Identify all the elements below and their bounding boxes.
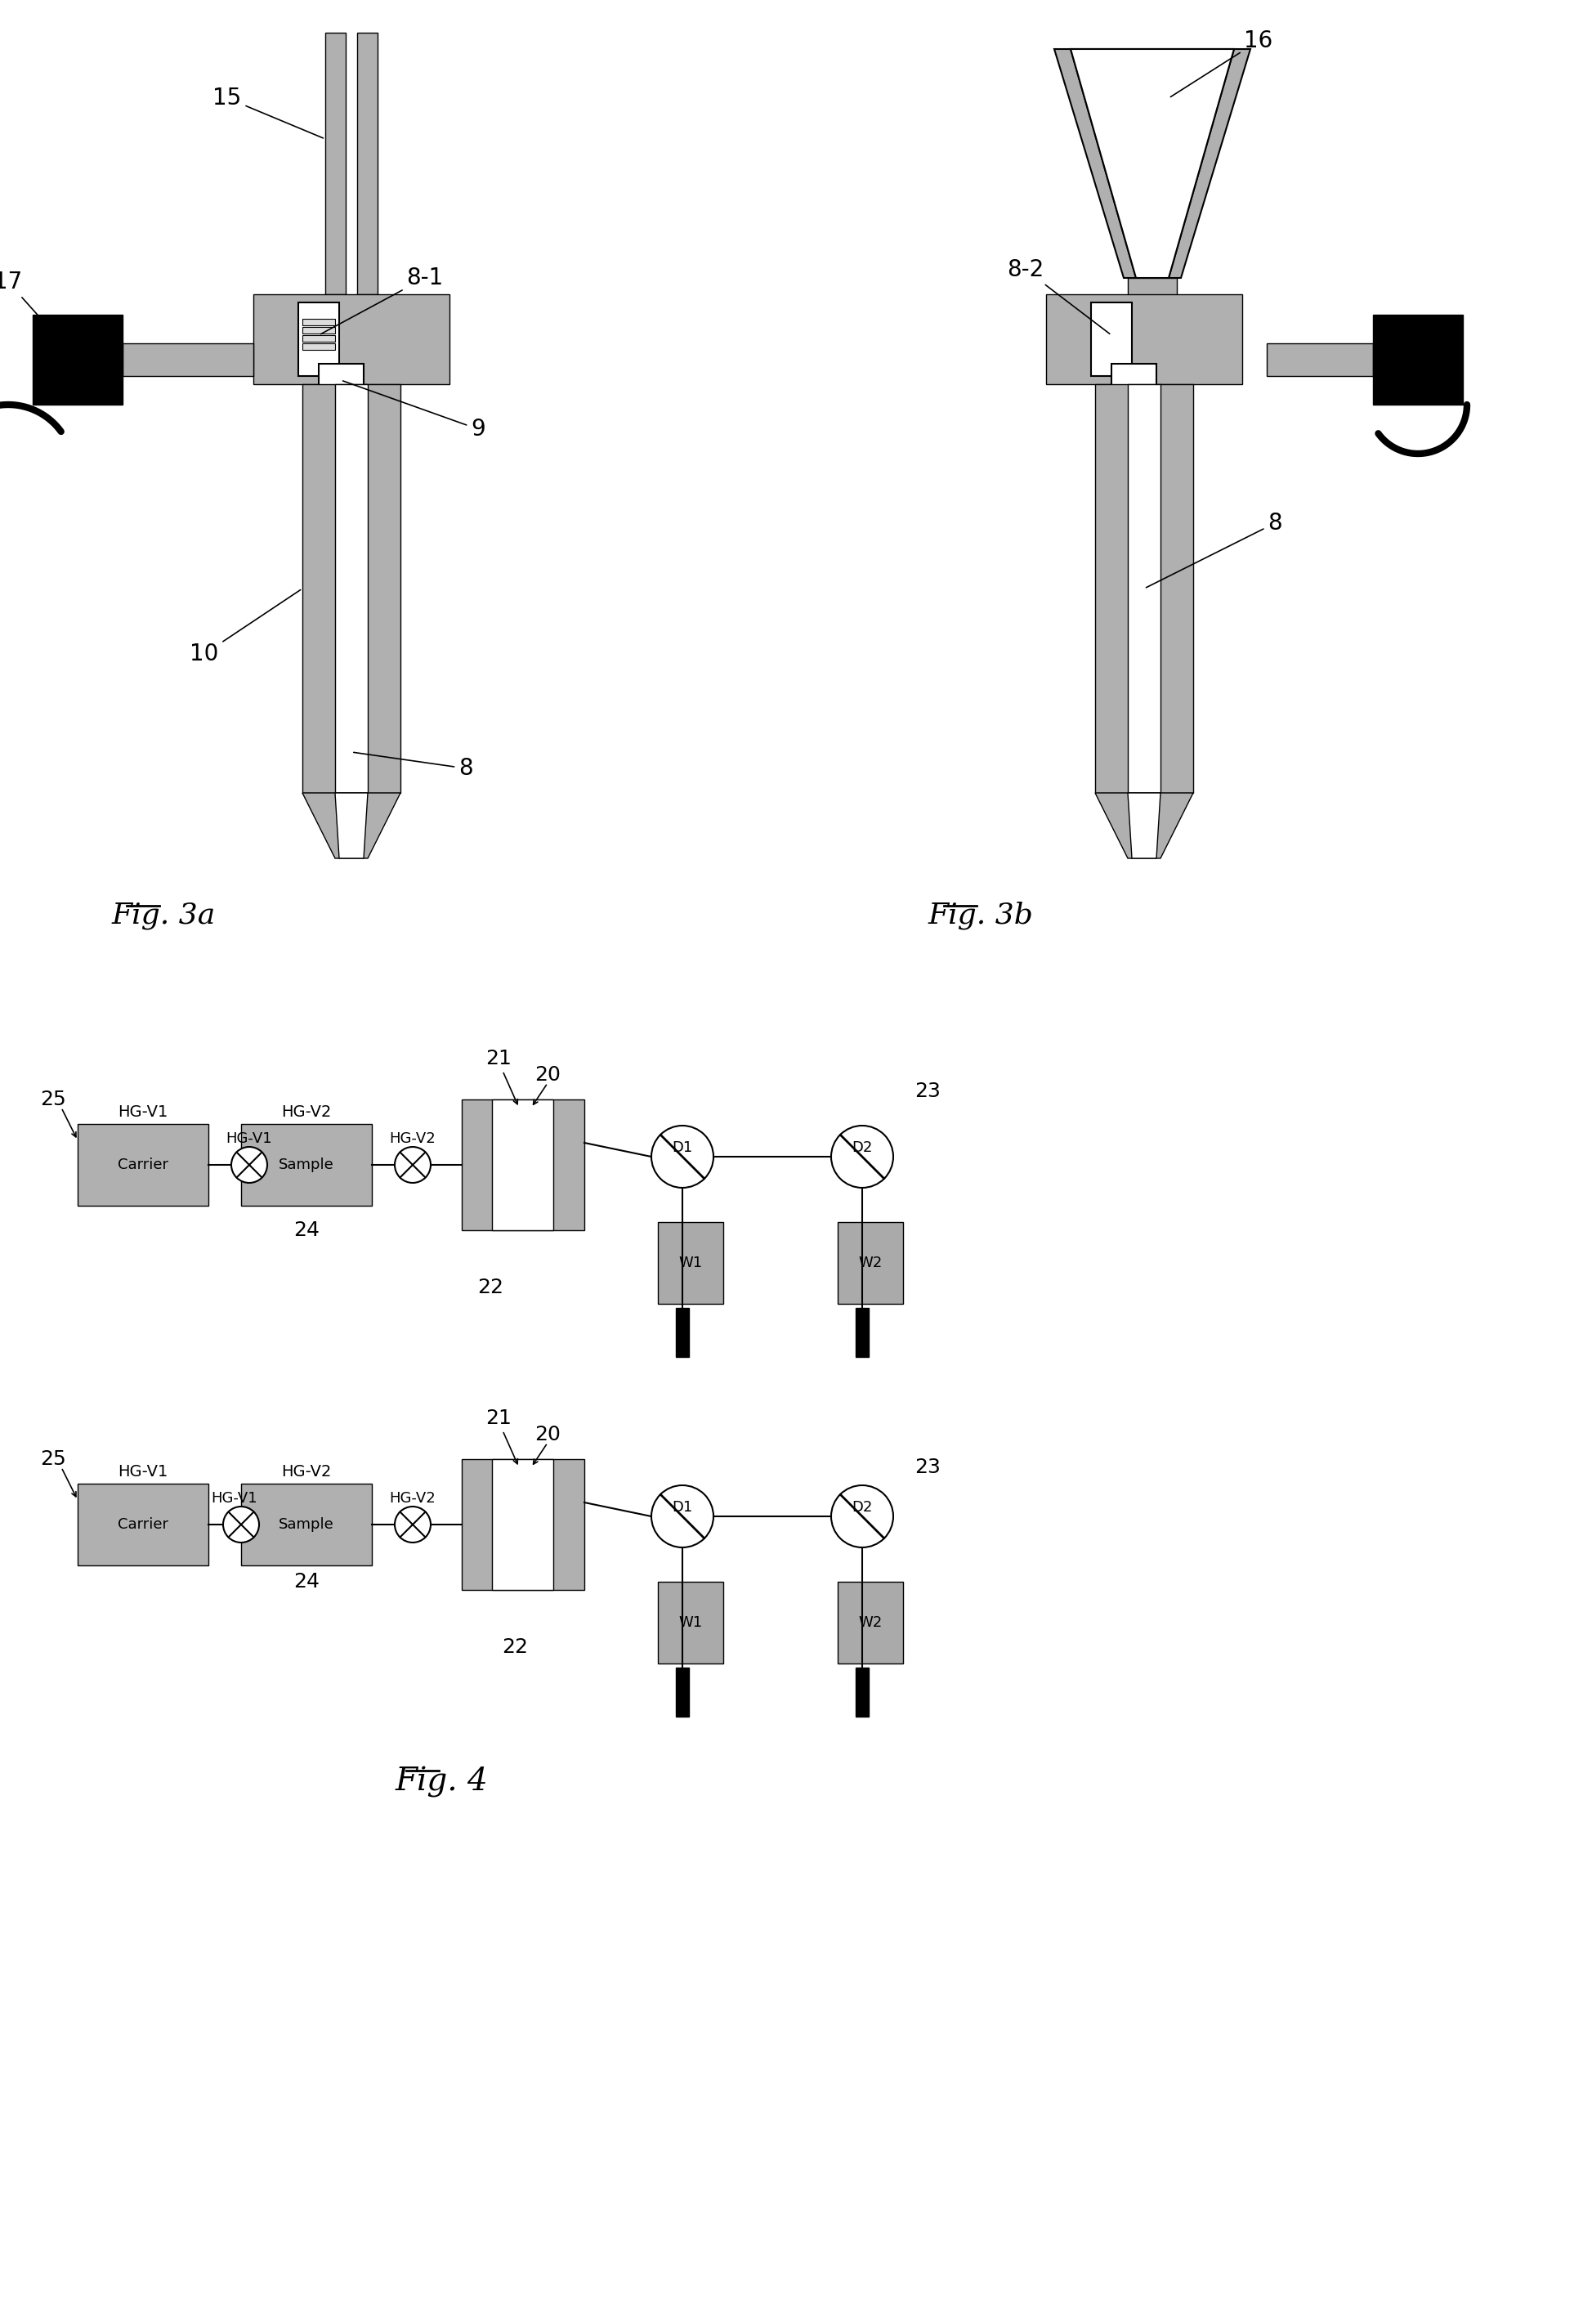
Circle shape	[831, 1485, 893, 1548]
Text: W2: W2	[858, 1615, 882, 1629]
Circle shape	[223, 1506, 259, 1543]
Text: 8-1: 8-1	[320, 267, 443, 335]
Bar	[657, 1583, 723, 1664]
Text: HG-V2: HG-V2	[282, 1464, 331, 1478]
Text: Fig. 3a: Fig. 3a	[111, 902, 215, 930]
Text: Fig. 3b: Fig. 3b	[928, 902, 1033, 930]
Bar	[1127, 279, 1176, 302]
Text: 20: 20	[535, 1425, 560, 1446]
Bar	[240, 1125, 371, 1206]
Bar	[78, 1483, 209, 1566]
Bar	[1095, 383, 1192, 792]
Text: HG-V2: HG-V2	[390, 1132, 436, 1146]
Text: 23: 23	[914, 1081, 941, 1102]
Bar	[123, 344, 253, 376]
Bar	[1266, 344, 1372, 376]
Text: Sample: Sample	[279, 1157, 334, 1171]
Polygon shape	[1070, 49, 1234, 279]
Polygon shape	[302, 792, 400, 858]
Text: 8: 8	[1146, 511, 1282, 588]
Text: 21: 21	[486, 1048, 511, 1069]
Bar	[302, 328, 334, 335]
Polygon shape	[334, 792, 368, 858]
Bar	[357, 33, 377, 295]
Circle shape	[395, 1146, 430, 1183]
Text: Carrier: Carrier	[118, 1157, 169, 1171]
Text: 10: 10	[189, 590, 301, 665]
Bar	[855, 1669, 868, 1717]
Text: Carrier: Carrier	[118, 1518, 169, 1532]
Bar	[1127, 383, 1161, 792]
Text: W2: W2	[858, 1255, 882, 1271]
Bar	[253, 295, 449, 383]
Text: 8: 8	[353, 753, 473, 781]
Text: HG-V2: HG-V2	[390, 1492, 436, 1506]
Polygon shape	[1095, 792, 1192, 858]
Text: HG-V1: HG-V1	[118, 1464, 169, 1478]
Bar	[1046, 295, 1242, 383]
Circle shape	[651, 1485, 713, 1548]
Bar	[855, 1308, 868, 1357]
Polygon shape	[1070, 49, 1234, 279]
Text: 16: 16	[1170, 30, 1272, 98]
Bar	[240, 1483, 371, 1566]
Text: 23: 23	[914, 1457, 941, 1478]
Bar	[302, 344, 334, 351]
Polygon shape	[1127, 792, 1161, 858]
Text: D2: D2	[852, 1499, 872, 1515]
Bar	[675, 1669, 689, 1717]
Bar	[492, 1459, 552, 1590]
Bar	[1091, 302, 1132, 376]
Text: 22: 22	[478, 1278, 503, 1297]
Bar	[657, 1222, 723, 1304]
Text: 24: 24	[293, 1571, 320, 1592]
Polygon shape	[1054, 49, 1250, 279]
Text: Fig. 4: Fig. 4	[395, 1766, 487, 1796]
Bar	[1372, 314, 1461, 404]
Bar	[33, 314, 123, 404]
Text: 21: 21	[486, 1408, 511, 1427]
Text: 22: 22	[501, 1638, 527, 1657]
Bar	[837, 1222, 903, 1304]
Text: HG-V1: HG-V1	[118, 1104, 169, 1120]
Circle shape	[651, 1125, 713, 1188]
Bar	[675, 1308, 689, 1357]
Bar	[1111, 365, 1156, 397]
Bar	[462, 1099, 584, 1229]
Text: HG-V1: HG-V1	[226, 1132, 272, 1146]
Bar	[78, 1125, 209, 1206]
Text: 25: 25	[40, 1450, 65, 1469]
Text: 9: 9	[342, 381, 486, 442]
Text: HG-V1: HG-V1	[212, 1492, 258, 1506]
Text: 25: 25	[40, 1090, 65, 1109]
Text: 24: 24	[293, 1220, 320, 1241]
Text: HG-V2: HG-V2	[282, 1104, 331, 1120]
Text: 15: 15	[213, 86, 323, 137]
Bar	[334, 383, 368, 792]
Text: 20: 20	[535, 1064, 560, 1085]
Text: 8-2: 8-2	[1006, 258, 1110, 335]
Bar	[302, 383, 400, 792]
Circle shape	[395, 1506, 430, 1543]
Bar	[302, 318, 334, 325]
Text: D2: D2	[852, 1141, 872, 1155]
Text: Sample: Sample	[279, 1518, 334, 1532]
Bar	[492, 1099, 552, 1229]
Text: 17: 17	[0, 270, 76, 358]
Bar	[325, 33, 345, 295]
Circle shape	[831, 1125, 893, 1188]
Bar	[462, 1459, 584, 1590]
Text: D1: D1	[672, 1141, 693, 1155]
Bar	[837, 1583, 903, 1664]
Text: W1: W1	[678, 1615, 702, 1629]
Bar	[298, 302, 339, 376]
Bar	[302, 335, 334, 342]
Text: D1: D1	[672, 1499, 693, 1515]
Text: W1: W1	[678, 1255, 702, 1271]
Circle shape	[231, 1146, 267, 1183]
Bar	[318, 365, 363, 397]
